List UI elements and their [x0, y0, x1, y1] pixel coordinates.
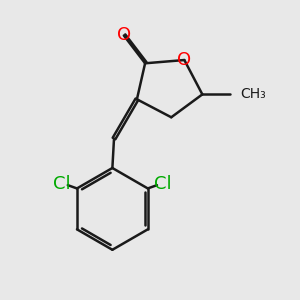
Text: Cl: Cl — [154, 175, 171, 193]
Text: Cl: Cl — [53, 175, 71, 193]
Text: CH₃: CH₃ — [241, 87, 266, 101]
Text: O: O — [117, 26, 131, 44]
Text: O: O — [177, 51, 191, 69]
